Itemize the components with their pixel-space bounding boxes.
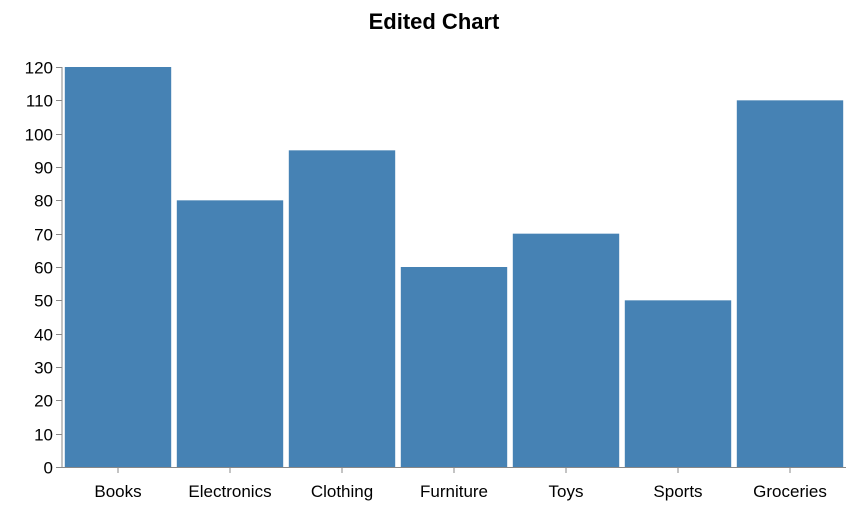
y-tick-label: 110 <box>26 92 53 111</box>
y-tick-label: 40 <box>34 326 53 345</box>
bar-toys <box>512 233 620 467</box>
y-tick-label: 0 <box>44 459 53 478</box>
bar-series <box>64 67 844 468</box>
y-tick-label: 60 <box>34 259 53 278</box>
bar-books <box>64 67 172 467</box>
y-tick-label: 50 <box>34 292 53 311</box>
y-tick-label: 100 <box>25 126 53 145</box>
x-tick-label: Toys <box>549 482 584 501</box>
chart-title: Edited Chart <box>369 9 500 34</box>
x-tick-label: Books <box>94 482 141 501</box>
y-axis: 0 10 20 30 40 50 60 70 80 90 100 110 120 <box>25 59 63 478</box>
x-tick-label: Furniture <box>420 482 488 501</box>
x-tick-label: Groceries <box>753 482 827 501</box>
x-tick-label: Clothing <box>311 482 373 501</box>
bar-sports <box>624 300 732 467</box>
bar-clothing <box>288 150 396 468</box>
y-tick-label: 120 <box>25 59 53 78</box>
y-tick-label: 70 <box>34 226 53 245</box>
x-tick-label: Sports <box>653 482 702 501</box>
x-tick-label: Electronics <box>188 482 271 501</box>
y-tick-label: 30 <box>34 359 53 378</box>
bar-groceries <box>736 100 844 467</box>
y-tick-label: 10 <box>34 426 53 445</box>
x-axis: Books Electronics Clothing Furniture Toys Spo… <box>62 467 846 501</box>
y-tick-label: 20 <box>34 392 53 411</box>
bar-furniture <box>400 267 508 467</box>
y-tick-label: 90 <box>34 159 53 178</box>
bar-electronics <box>176 200 284 468</box>
y-tick-label: 80 <box>34 192 53 211</box>
